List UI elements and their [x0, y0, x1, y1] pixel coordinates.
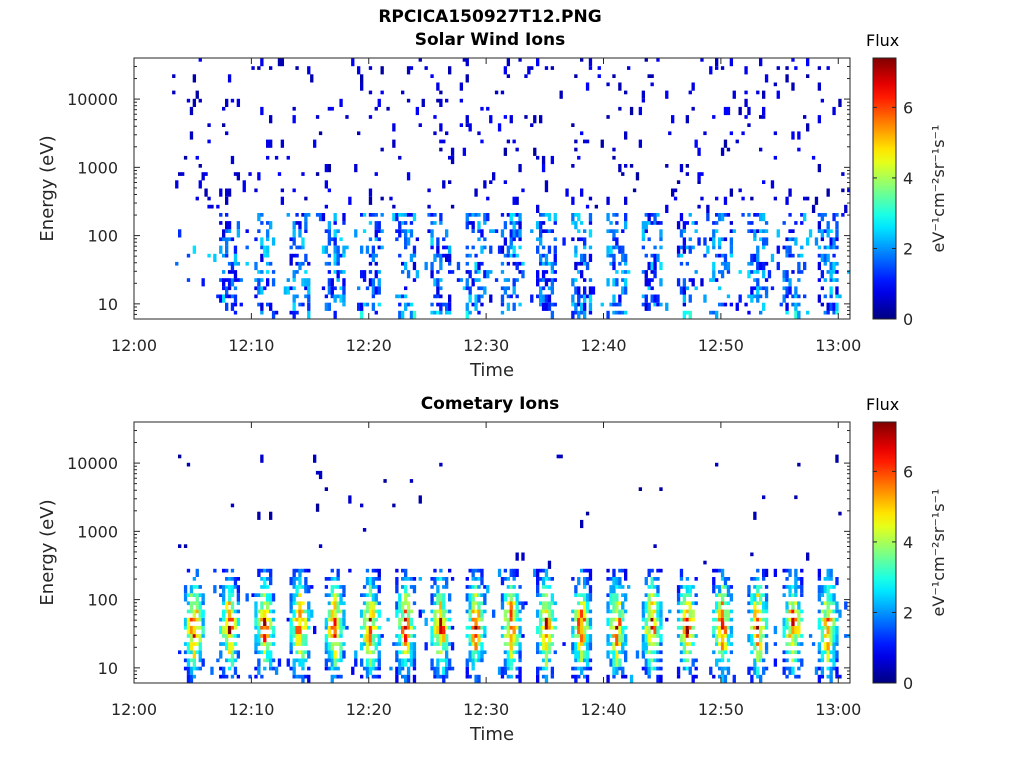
x-tick-label: 12:10	[228, 700, 274, 719]
x-tick-label: 12:40	[580, 700, 626, 719]
y-tick-label: 10	[98, 659, 118, 678]
figure-title: RPCICA150927T12.PNG	[378, 7, 602, 27]
x-tick-label: 13:00	[815, 700, 861, 719]
colorbar-title: Flux	[866, 31, 900, 50]
colorbar-title: Flux	[866, 395, 900, 414]
panel-title-solar-wind: Solar Wind Ions	[414, 30, 566, 50]
cometary-panel: 12:00 12:10 12:20 12:30 12:40 12:50 13:00 10 100…	[37, 421, 948, 745]
spectrogram-cells	[172, 58, 850, 319]
solar-wind-panel: 12:00 12:10 12:20 12:30 12:40 12:50 13:00 10 100…	[37, 57, 948, 381]
plot-frame	[133, 421, 851, 684]
y-tick-label: 1000	[77, 158, 118, 177]
x-tick-label: 12:10	[228, 336, 274, 355]
x-axis-label: Time	[469, 724, 514, 745]
spectrogram-cells	[178, 454, 850, 683]
colorbar-tick-label: 0	[903, 310, 913, 329]
x-tick-label: 12:00	[111, 336, 157, 355]
colorbar-label: eV⁻¹cm⁻²sr⁻¹s⁻¹	[929, 125, 948, 253]
x-axis-label: Time	[469, 360, 514, 381]
y-axis-label: Energy (eV)	[37, 499, 58, 605]
colorbar-tick-label: 2	[903, 239, 913, 258]
x-tick-label: 12:40	[580, 336, 626, 355]
colorbar-tick-label: 4	[903, 169, 913, 188]
x-tick-label: 12:20	[346, 700, 392, 719]
x-tick-label: 12:50	[698, 336, 744, 355]
x-tick-label: 13:00	[815, 336, 861, 355]
y-tick-label: 100	[87, 227, 118, 246]
colorbar-label: eV⁻¹cm⁻²sr⁻¹s⁻¹	[929, 489, 948, 617]
y-tick-label: 1000	[77, 522, 118, 541]
colorbar-tick-label: 6	[903, 462, 913, 481]
panel-title-cometary: Cometary Ions	[420, 394, 560, 414]
colorbar-tick-label: 2	[903, 603, 913, 622]
x-tick-label: 12:50	[698, 700, 744, 719]
y-tick-label: 10	[98, 295, 118, 314]
colorbar	[872, 421, 897, 684]
x-tick-label: 12:30	[463, 336, 509, 355]
y-tick-label: 100	[87, 591, 118, 610]
x-tick-label: 12:30	[463, 700, 509, 719]
x-tick-label: 12:00	[111, 700, 157, 719]
y-tick-label: 10000	[67, 90, 118, 109]
colorbar-tick-label: 0	[903, 674, 913, 693]
x-tick-label: 12:20	[346, 336, 392, 355]
y-tick-label: 10000	[67, 454, 118, 473]
colorbar-tick-label: 4	[903, 533, 913, 552]
y-axis-label: Energy (eV)	[37, 135, 58, 241]
colorbar	[872, 57, 897, 320]
plot-frame	[133, 57, 851, 320]
colorbar-tick-label: 6	[903, 98, 913, 117]
